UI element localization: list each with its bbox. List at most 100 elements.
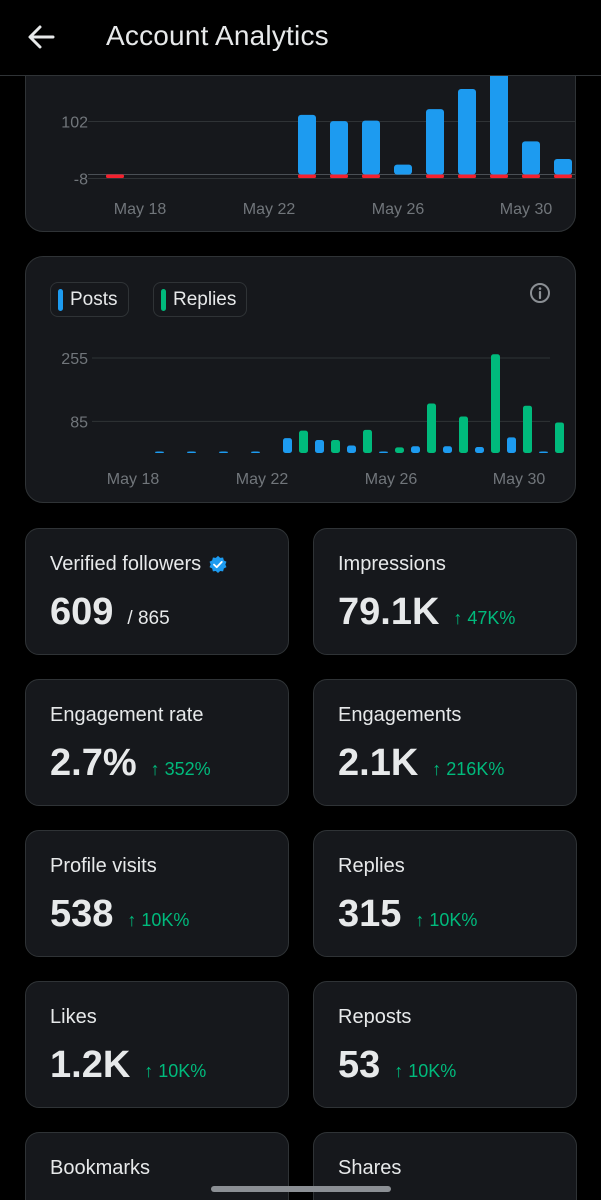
stat-card-likes[interactable]: Likes 1.2K ↑ 10K% [25, 981, 289, 1108]
stat-delta: ↑ 10K% [415, 910, 478, 930]
x-tick-label: May 22 [236, 471, 289, 488]
posts-bar [283, 438, 292, 453]
verified-badge-icon [209, 555, 227, 573]
stat-label: Verified followers [50, 553, 202, 575]
stat-label-row: Verified followers [50, 553, 228, 576]
stat-delta: ↑ 10K% [127, 910, 190, 930]
stat-label: Engagements [338, 704, 462, 726]
stat-value: 609 [50, 591, 114, 633]
posts-bar [379, 451, 388, 453]
stat-label: Likes [50, 1006, 97, 1028]
stat-value-row: 315 ↑ 10K% [338, 893, 477, 936]
posts-bar [490, 67, 508, 175]
posts-bar [219, 451, 228, 453]
replies-bar [299, 430, 308, 453]
x-tick-label: May 18 [107, 471, 160, 488]
stat-value: 538 [50, 893, 114, 935]
stat-value: 315 [338, 893, 402, 935]
negative-bar [490, 174, 508, 178]
stat-label: Replies [338, 855, 405, 877]
replies-bar [459, 416, 468, 453]
stat-label: Shares [338, 1157, 402, 1179]
app-header: Account Analytics [0, 0, 601, 76]
stat-value: 2.7% [50, 742, 137, 784]
stat-label: Impressions [338, 553, 446, 575]
x-tick-label: May 30 [493, 471, 546, 488]
stat-value-row: 53 ↑ 10K% [338, 1044, 456, 1087]
stat-label: Engagement rate [50, 704, 204, 726]
replies-bar [331, 439, 340, 453]
stat-value: 79.1K [338, 591, 440, 633]
posts-bar [347, 445, 356, 453]
x-tick-label: May 26 [365, 471, 418, 488]
info-icon[interactable] [529, 282, 551, 304]
arrow-left-icon [28, 25, 55, 49]
page-title: Account Analytics [106, 20, 329, 51]
stat-value-row: 1.2K ↑ 10K% [50, 1044, 206, 1087]
posts-bar [507, 437, 516, 453]
stat-delta: ↑ 352% [150, 759, 211, 779]
posts-bar [458, 88, 476, 175]
stat-label: Bookmarks [50, 1157, 151, 1179]
stat-card-engagements[interactable]: Engagements 2.1K ↑ 216K% [313, 679, 577, 806]
posts-bar [251, 451, 260, 453]
posts-bar [187, 451, 196, 453]
posts-bar [411, 446, 420, 453]
posts-bar [155, 451, 164, 453]
stat-card-engagement-rate[interactable]: Engagement rate 2.7% ↑ 352% [25, 679, 289, 806]
stat-value-row: 79.1K ↑ 47K% [338, 591, 515, 634]
replies-bar [395, 447, 404, 453]
stat-value: 2.1K [338, 742, 419, 784]
stat-card-verified-followers[interactable]: Verified followers 609 / 865 [25, 528, 289, 655]
stat-value-row: 2.7% ↑ 352% [50, 742, 211, 785]
negative-bar [362, 174, 380, 178]
stat-value-row: 538 ↑ 10K% [50, 893, 189, 936]
posts-bar [426, 109, 444, 175]
legend-replies-label: Replies [173, 288, 237, 310]
legend-posts[interactable]: Posts [50, 282, 129, 317]
x-tick-label: May 30 [500, 201, 553, 218]
home-indicator[interactable] [211, 1186, 391, 1192]
legend-replies[interactable]: Replies [153, 282, 248, 317]
stat-card-profile-visits[interactable]: Profile visits 538 ↑ 10K% [25, 830, 289, 957]
y-tick-label: -8 [74, 172, 88, 189]
stat-delta: ↑ 47K% [453, 608, 516, 628]
negative-bar [458, 174, 476, 178]
stat-label: Reposts [338, 1006, 412, 1028]
negative-bar [330, 174, 348, 178]
x-tick-label: May 26 [372, 201, 425, 218]
back-button[interactable] [26, 22, 56, 52]
x-tick-label: May 22 [243, 201, 296, 218]
stat-label: Profile visits [50, 855, 157, 877]
replies-bar [555, 422, 564, 453]
stat-total: / 865 [127, 608, 170, 629]
legend-posts-label: Posts [70, 288, 118, 310]
x-tick-label: May 18 [114, 201, 167, 218]
y-tick-label: 255 [61, 351, 88, 368]
posts-bar [330, 121, 348, 175]
posts-replies-chart-card: Posts Replies 85 255 May 18 May 22 May 26 May… [25, 256, 576, 503]
stat-card-impressions[interactable]: Impressions 79.1K ↑ 47K% [313, 528, 577, 655]
negative-bar [522, 174, 540, 178]
stat-value-row: 609 / 865 [50, 591, 170, 634]
posts-bar [394, 164, 412, 175]
posts-bar [475, 447, 484, 453]
replies-bar [427, 403, 436, 453]
stat-card-reposts[interactable]: Reposts 53 ↑ 10K% [313, 981, 577, 1108]
stat-value: 53 [338, 1044, 381, 1086]
negative-bar [426, 174, 444, 178]
replies-bar [363, 429, 372, 453]
posts-replies-bar-chart: 85 255 May 18 May 22 May 26 May 30 [61, 351, 564, 488]
posts-bar [298, 114, 316, 175]
posts-bar [315, 439, 324, 453]
stat-card-replies[interactable]: Replies 315 ↑ 10K% [313, 830, 577, 957]
stat-value: 1.2K [50, 1044, 131, 1086]
negative-bar [106, 174, 124, 178]
stat-delta: ↑ 10K% [394, 1061, 457, 1081]
y-tick-label: 85 [70, 414, 88, 431]
posts-bar [539, 451, 548, 453]
negative-bar [554, 174, 572, 178]
y-tick-label: 102 [61, 114, 88, 131]
posts-swatch [58, 288, 63, 311]
replies-bar [523, 405, 532, 453]
